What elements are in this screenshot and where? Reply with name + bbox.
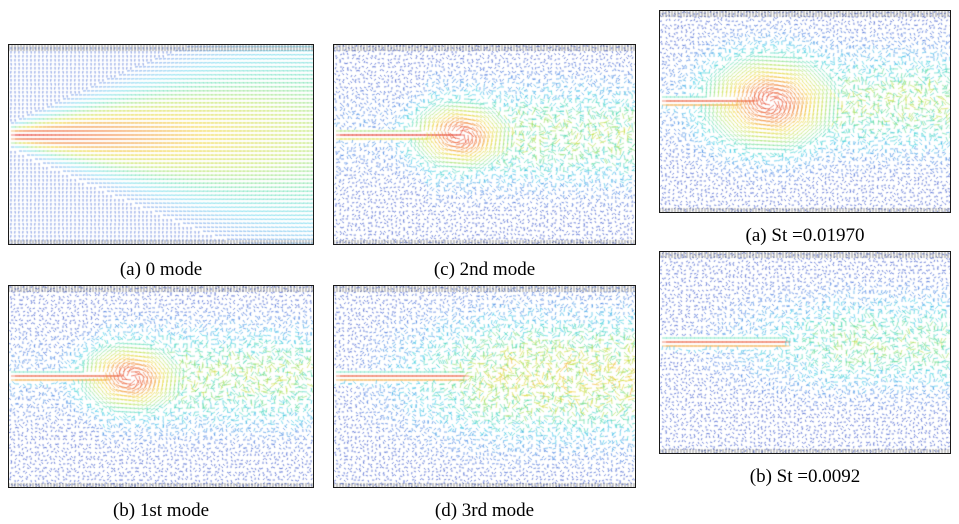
vector-field-panel-2nd-mode (333, 44, 636, 245)
vector-field-canvas (660, 11, 950, 212)
panel-caption: (b) St =0.0092 (749, 466, 861, 487)
panel-caption: (a) St =0.01970 (745, 225, 865, 246)
vector-field-canvas (334, 286, 635, 487)
vector-field-panel-1st-mode (8, 285, 314, 488)
vector-field-panel-3rd-mode (333, 285, 636, 488)
panel-caption: (d) 3rd mode (434, 500, 535, 521)
vector-field-canvas (660, 252, 950, 453)
panel-caption: (c) 2nd mode (433, 259, 536, 280)
panel-caption: (a) 0 mode (119, 259, 203, 280)
vector-field-canvas (334, 45, 635, 244)
panel-caption: (b) 1st mode (112, 500, 210, 521)
vector-field-panel-0-mode (8, 44, 314, 245)
vector-field-canvas (9, 45, 313, 244)
vector-field-canvas (9, 286, 313, 487)
vector-field-panel-st-low (659, 251, 951, 454)
vector-field-panel-st-high (659, 10, 951, 213)
